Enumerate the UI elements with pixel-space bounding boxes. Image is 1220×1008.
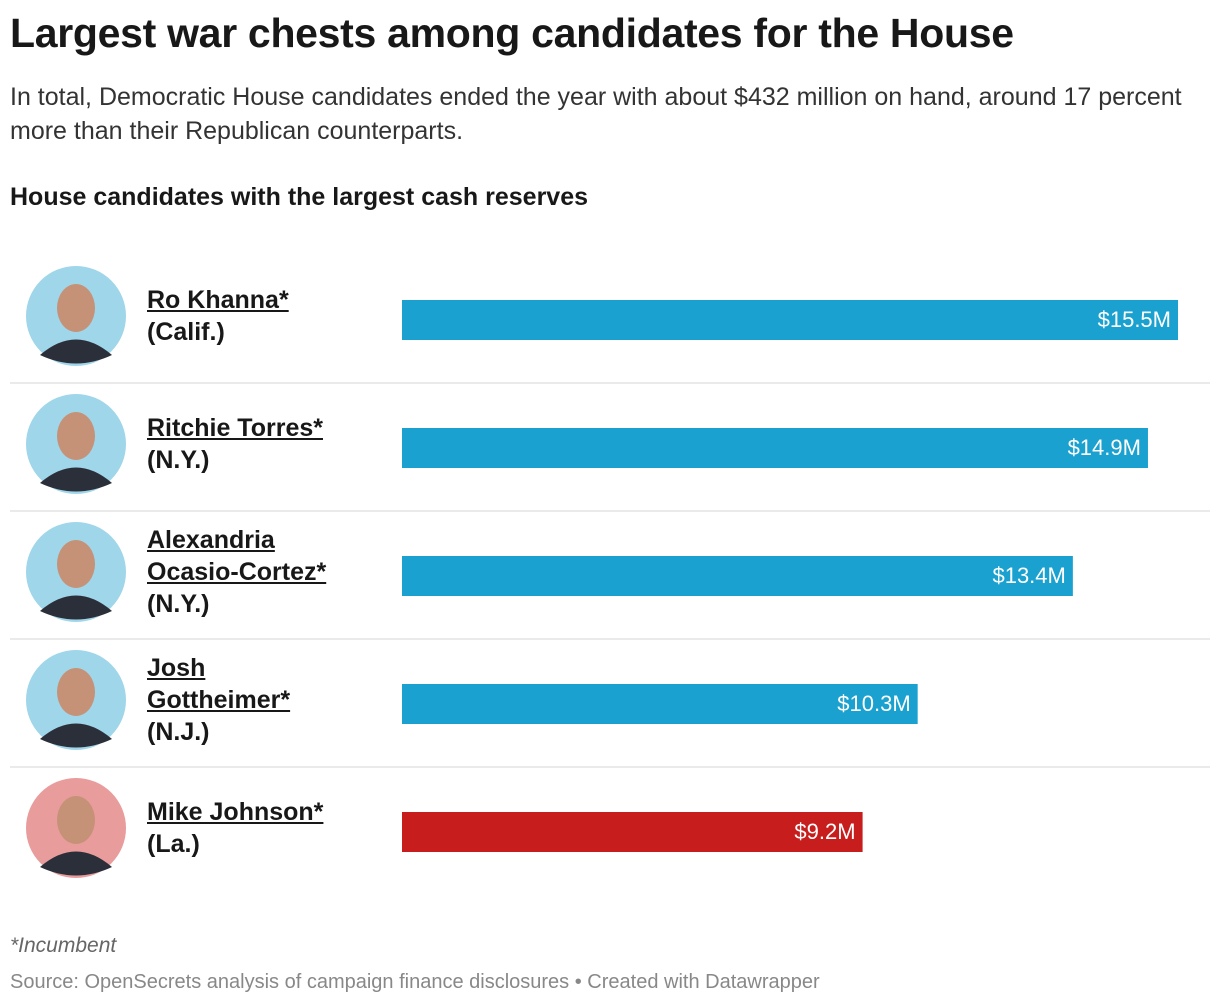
candidate-state: (N.Y.) bbox=[147, 590, 210, 618]
candidate-text: Ro Khanna* (Calif.) bbox=[147, 284, 289, 348]
value-label: $10.3M bbox=[837, 691, 910, 716]
photo-body bbox=[40, 723, 112, 748]
photo-face bbox=[57, 284, 95, 332]
candidate-name[interactable]: Josh Gottheimer* bbox=[147, 654, 291, 714]
photo-face bbox=[57, 540, 95, 588]
candidate-text: Ritchie Torres* (N.Y.) bbox=[147, 412, 323, 476]
bar bbox=[402, 428, 1148, 468]
note: *Incumbent bbox=[10, 934, 117, 957]
photo-body bbox=[40, 467, 112, 492]
photo-body bbox=[40, 595, 112, 620]
bar bbox=[402, 556, 1073, 596]
value-label: $13.4M bbox=[992, 563, 1065, 588]
candidate-text: Mike Johnson* (La.) bbox=[147, 796, 323, 860]
candidate-text: Alexandria Ocasio-Cortez* (N.Y.) bbox=[147, 524, 347, 620]
candidate-label: Mike Johnson* (La.) bbox=[147, 764, 347, 892]
candidate-label: Ro Khanna* (Calif.) bbox=[147, 252, 347, 380]
candidate-name[interactable]: Ro Khanna* bbox=[147, 286, 289, 314]
candidate-state: (N.Y.) bbox=[147, 446, 210, 474]
bar bbox=[402, 812, 863, 852]
bar bbox=[402, 300, 1178, 340]
photo-body bbox=[40, 851, 112, 876]
photo-body bbox=[40, 339, 112, 364]
title: Largest war chests among candidates for … bbox=[10, 10, 1014, 56]
candidate-label: Ritchie Torres* (N.Y.) bbox=[147, 380, 347, 508]
candidate-name[interactable]: Mike Johnson* bbox=[147, 798, 324, 826]
candidate-label: Alexandria Ocasio-Cortez* (N.Y.) bbox=[147, 508, 347, 636]
candidate-state: (La.) bbox=[147, 830, 200, 858]
candidate-text: Josh Gottheimer* (N.J.) bbox=[147, 652, 347, 748]
bar bbox=[402, 684, 918, 724]
subtitle: In total, Democratic House candidates en… bbox=[10, 83, 1182, 145]
value-label: $15.5M bbox=[1098, 307, 1171, 332]
candidate-name[interactable]: Alexandria Ocasio-Cortez* bbox=[147, 526, 327, 586]
candidate-label: Josh Gottheimer* (N.J.) bbox=[147, 636, 347, 764]
candidate-name[interactable]: Ritchie Torres* bbox=[147, 414, 323, 442]
photo-face bbox=[57, 796, 95, 844]
source: Source: OpenSecrets analysis of campaign… bbox=[10, 971, 820, 993]
value-label: $9.2M bbox=[794, 819, 855, 844]
photo-face bbox=[57, 668, 95, 716]
photo-face bbox=[57, 412, 95, 460]
chart-heading: House candidates with the largest cash r… bbox=[10, 183, 589, 211]
value-label: $14.9M bbox=[1068, 435, 1141, 460]
candidate-state: (N.J.) bbox=[147, 718, 210, 746]
candidate-state: (Calif.) bbox=[147, 318, 225, 346]
